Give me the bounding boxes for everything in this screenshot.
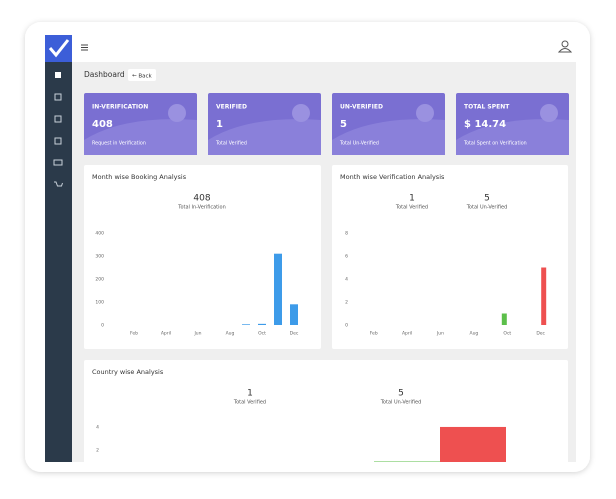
summary-value: 1 (247, 389, 253, 399)
nav-item[interactable] (54, 137, 62, 145)
user-icon[interactable] (557, 40, 573, 53)
logo (45, 35, 72, 62)
card-wave (208, 119, 321, 155)
chart-panel (84, 165, 321, 349)
x-tick-label: Dec (536, 331, 545, 337)
card-value: 1 (216, 119, 223, 130)
x-tick-label: Feb (130, 331, 138, 337)
y-tick-label: 100 (95, 300, 104, 306)
y-tick-label: 0 (101, 323, 104, 329)
y-tick-label: 0 (345, 323, 348, 329)
summary-label: Total Verified (233, 400, 266, 406)
card-title: IN-VERIFICATION (92, 104, 148, 111)
x-tick-label: Dec (290, 331, 299, 337)
bar (290, 304, 298, 325)
nav-dashboard[interactable] (55, 72, 61, 78)
card-icon (416, 104, 434, 122)
summary-value: 408 (193, 194, 210, 204)
y-tick-label: 2 (96, 447, 99, 453)
y-tick-label: 6 (345, 254, 348, 260)
y-tick-label: 4 (96, 424, 99, 430)
menu-button[interactable] (81, 44, 88, 51)
bar (440, 426, 506, 462)
sidebar (45, 62, 72, 462)
summary-label: Total In-Verification (177, 205, 226, 211)
y-tick-label: 2 (345, 300, 348, 306)
y-tick-label: 400 (95, 231, 104, 237)
y-tick-label: 4 (345, 277, 348, 283)
summary-label: Total Un-Verified (380, 400, 422, 406)
chart-title: Month wise Verification Analysis (340, 173, 445, 181)
bar (541, 267, 547, 325)
card-wave (332, 119, 445, 155)
back-label[interactable]: ← Back (132, 73, 153, 79)
card-wave (84, 119, 197, 155)
x-tick-label: April (161, 331, 171, 337)
card-title: UN-VERIFIED (340, 104, 383, 111)
y-tick-label: 8 (345, 231, 348, 237)
sidebar-icons (53, 72, 63, 187)
card-label: Total Verified (215, 141, 247, 147)
card-title: VERIFIED (216, 104, 247, 111)
card-title: TOTAL SPENT (464, 104, 510, 111)
x-tick-label: Oct (503, 331, 511, 337)
page-title: Dashboard (84, 70, 125, 79)
bar (501, 313, 507, 325)
cards: IN-VERIFICATION 408 Request in Verificatio… (84, 93, 569, 155)
summary-value: 5 (484, 194, 490, 204)
chart-title: Month wise Booking Analysis (92, 173, 187, 181)
summary-value: 1 (409, 194, 415, 204)
bar (242, 324, 250, 325)
card-value: 408 (92, 119, 113, 130)
summary-label: Total Un-Verified (466, 205, 508, 211)
card-value: 5 (340, 119, 347, 130)
y-tick-label: 200 (95, 277, 104, 283)
bar (258, 323, 266, 325)
chart-title: Country wise Analysis (92, 368, 164, 376)
x-tick-label: Aug (470, 331, 479, 337)
bar (274, 253, 282, 325)
y-tick-label: 300 (95, 254, 104, 260)
back-text[interactable]: Back (138, 73, 152, 79)
nav-item[interactable] (54, 115, 62, 123)
nav-item[interactable] (54, 93, 62, 101)
chart-panel (332, 165, 568, 349)
card-label: Request in Verification (92, 141, 146, 147)
card-value: $ 14.74 (464, 119, 506, 130)
logo-check (48, 39, 70, 58)
x-tick-label: Jun (436, 331, 444, 337)
nav-cart[interactable] (54, 181, 63, 187)
summary-label: Total Verified (395, 205, 428, 211)
card-label: Total Spent on Verification (463, 141, 527, 147)
card-wave (456, 119, 569, 155)
bar (374, 461, 440, 462)
x-tick-label: Jun (193, 331, 201, 337)
card-icon (168, 104, 186, 122)
x-tick-label: Feb (370, 331, 378, 337)
back-button[interactable] (128, 69, 156, 81)
card-icon (292, 104, 310, 122)
x-tick-label: April (402, 331, 412, 337)
nav-item[interactable] (53, 159, 63, 166)
x-tick-label: Aug (226, 331, 235, 337)
card-icon (540, 104, 558, 122)
card-label: Total Un-Verified (339, 141, 379, 147)
x-tick-label: Oct (258, 331, 266, 337)
summary-value: 5 (398, 389, 404, 399)
